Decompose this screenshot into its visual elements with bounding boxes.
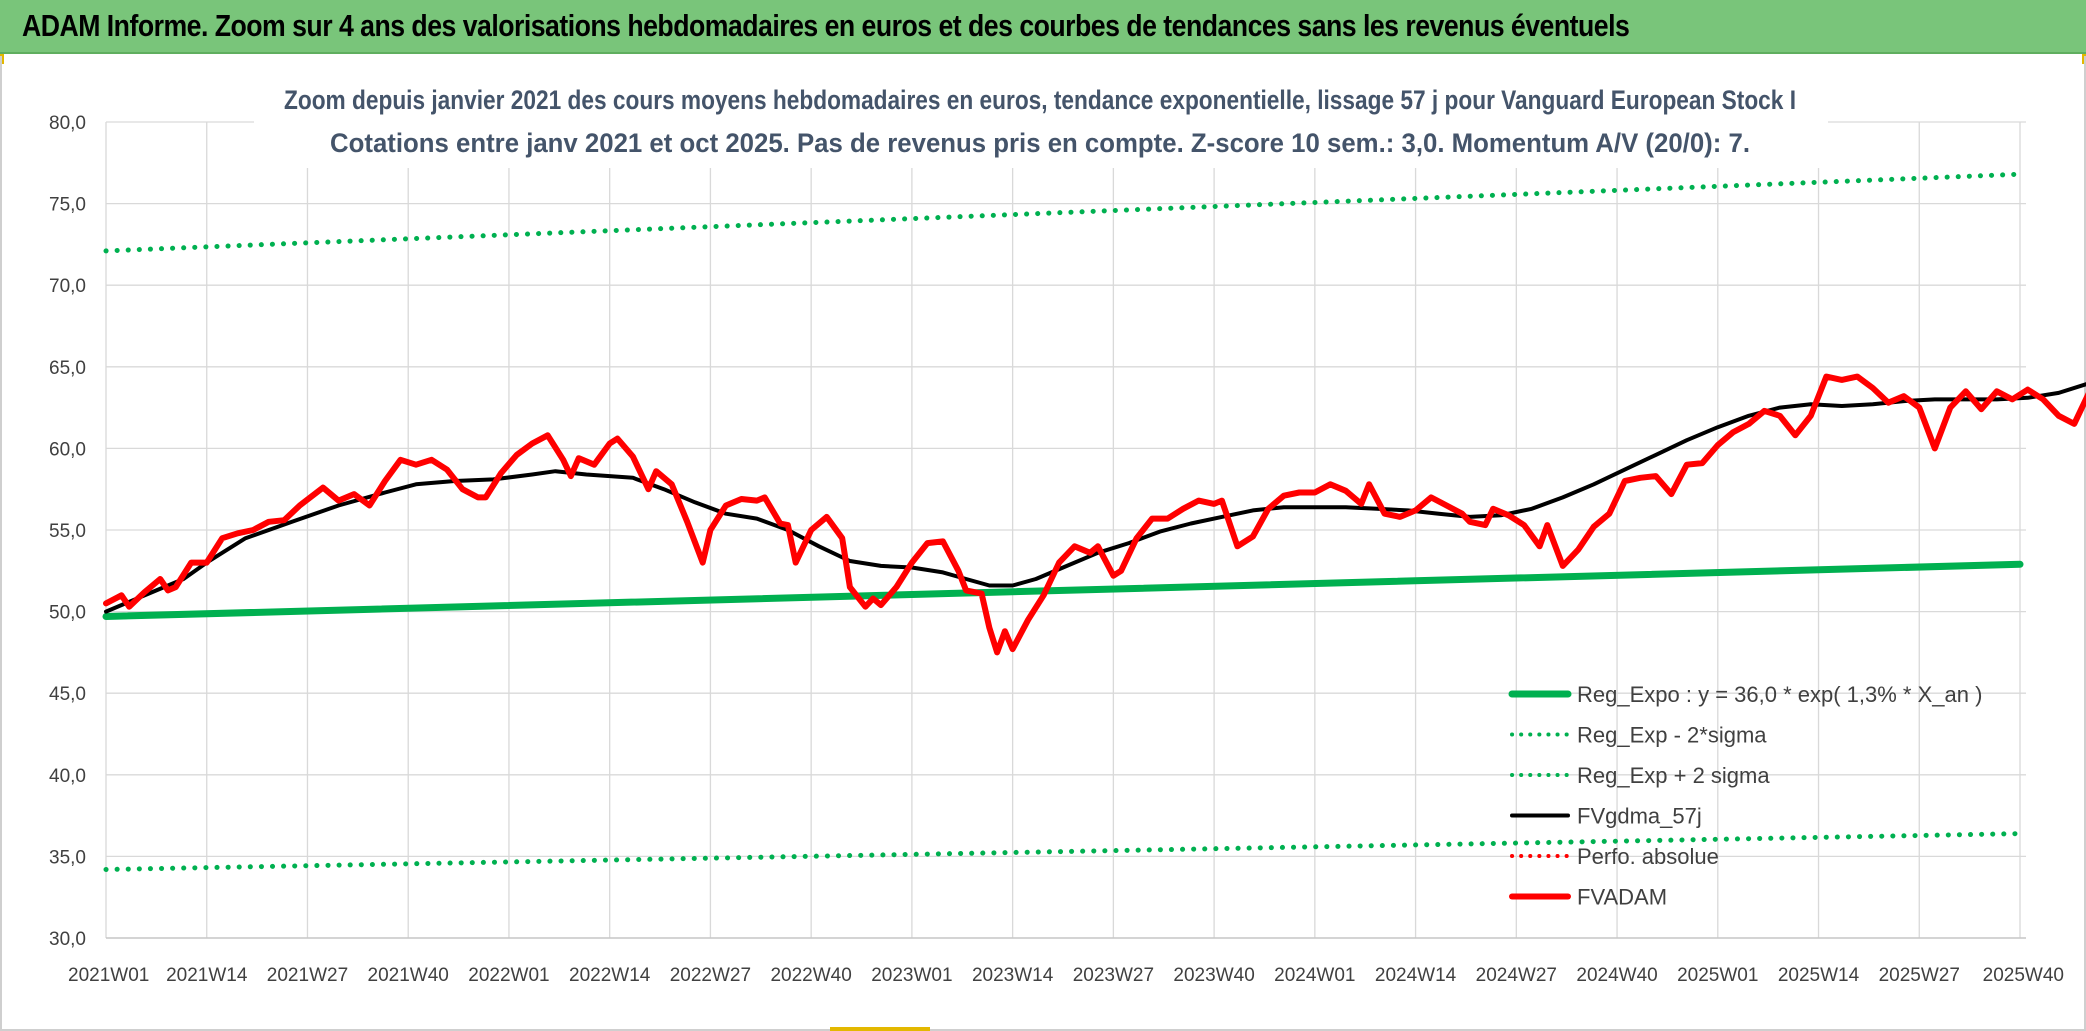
x-axis-ticks: 2021W01 2021W14 2021W27 2021W40 2022W01 2022W… xyxy=(68,965,2064,986)
x-tick-label: 2023W27 xyxy=(1073,965,1154,986)
grid xyxy=(105,121,2026,939)
y-tick-label: 30,0 xyxy=(49,929,86,950)
legend-entry-label: Reg_Expo : y = 36,0 * exp( 1,3% * X_an ) xyxy=(1577,682,1982,707)
x-tick-label: 2023W01 xyxy=(871,965,952,986)
series-line-fvgdma-57j xyxy=(104,382,2086,614)
y-tick-label: 45,0 xyxy=(49,684,86,705)
x-tick-label: 2022W27 xyxy=(670,965,751,986)
y-tick-label: 40,0 xyxy=(49,766,86,787)
legend-entry-label: FVADAM xyxy=(1577,885,1667,910)
x-tick-label: 2023W14 xyxy=(972,965,1054,986)
x-tick-label: 2021W40 xyxy=(368,965,449,986)
x-tick-label: 2024W14 xyxy=(1375,965,1457,986)
x-tick-label: 2021W14 xyxy=(166,965,248,986)
x-tick-label: 2023W40 xyxy=(1173,965,1254,986)
corner-accent-left xyxy=(0,54,4,64)
y-tick-label: 75,0 xyxy=(49,195,86,216)
series xyxy=(102,171,2086,872)
y-tick-label: 70,0 xyxy=(49,276,86,297)
x-tick-label: 2024W40 xyxy=(1576,965,1657,986)
report-banner: ADAM Informe. Zoom sur 4 ans des valoris… xyxy=(0,0,2086,54)
legend-entry-label: Reg_Exp - 2*sigma xyxy=(1577,723,1767,748)
title-background xyxy=(254,78,1828,168)
legend-entry-label: Perfo. absolue xyxy=(1577,844,1719,869)
legend-entry-label: Reg_Exp + 2 sigma xyxy=(1577,763,1770,788)
series-line-reg-expo-y-36-0-exp-1-3-x-an xyxy=(102,560,2024,620)
y-tick-label: 35,0 xyxy=(49,847,86,868)
series-line-reg-exp-2-sigma xyxy=(103,831,2023,872)
chart-frame xyxy=(0,56,2086,1031)
chart-title: Zoom depuis janvier 2021 des cours moyen… xyxy=(284,85,1796,115)
series-line-fvadam xyxy=(103,373,2086,656)
y-tick-label: 50,0 xyxy=(49,603,86,624)
y-axis-ticks: 30,0 35,0 40,0 45,0 50,0 55,0 60,0 65,0 70,0 75,0… xyxy=(49,113,86,950)
y-tick-label: 55,0 xyxy=(49,521,86,542)
x-tick-label: 2022W01 xyxy=(468,965,549,986)
x-tick-label: 2025W27 xyxy=(1879,965,1960,986)
legend-entry-label: FVgdma_57j xyxy=(1577,804,1702,829)
x-tick-label: 2025W14 xyxy=(1778,965,1860,986)
x-tick-label: 2022W14 xyxy=(569,965,651,986)
report-title: ADAM Informe. Zoom sur 4 ans des valoris… xyxy=(22,8,1630,43)
y-tick-label: 65,0 xyxy=(49,358,86,379)
y-tick-label: 80,0 xyxy=(49,113,86,134)
x-tick-label: 2024W01 xyxy=(1274,965,1355,986)
x-tick-label: 2021W27 xyxy=(267,965,348,986)
chart-subtitle: Cotations entre janv 2021 et oct 2025. P… xyxy=(330,128,1750,158)
bottom-accent xyxy=(830,1027,930,1031)
x-tick-label: 2021W01 xyxy=(68,965,149,986)
legend: Reg_Expo : y = 36,0 * exp( 1,3% * X_an )… xyxy=(1508,682,1982,910)
y-tick-label: 60,0 xyxy=(49,439,86,460)
x-tick-label: 2024W27 xyxy=(1476,965,1557,986)
series-line-reg-exp-2-sigma xyxy=(103,171,2023,254)
x-tick-label: 2022W40 xyxy=(770,965,851,986)
x-tick-label: 2025W40 xyxy=(1983,965,2064,986)
x-tick-label: 2025W01 xyxy=(1677,965,1758,986)
